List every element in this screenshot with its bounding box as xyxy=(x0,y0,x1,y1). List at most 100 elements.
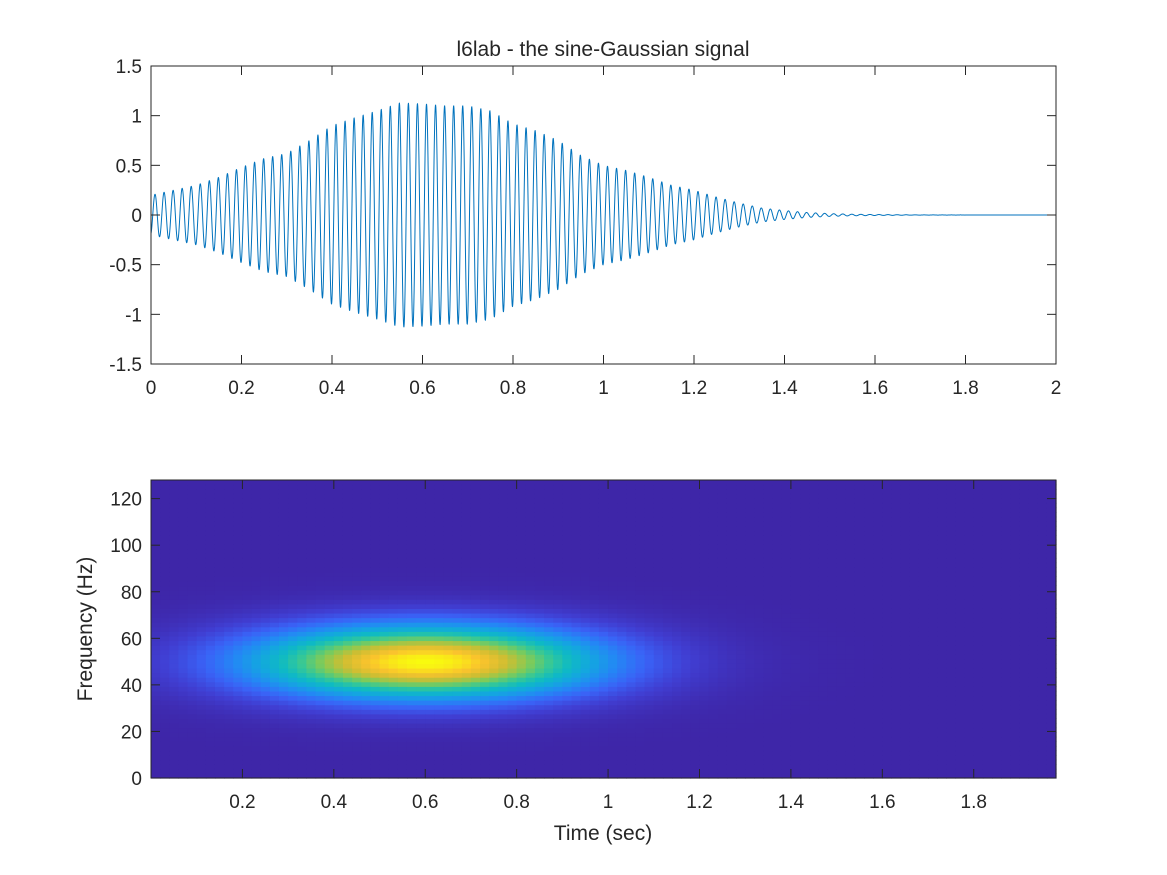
spectrogram-cell xyxy=(589,544,600,550)
spectrogram-cell xyxy=(662,557,673,564)
spectrogram-cell xyxy=(681,709,691,715)
spectrogram-cell xyxy=(498,539,509,545)
spectrogram-cell xyxy=(151,727,161,733)
spectrogram-cell xyxy=(736,562,746,568)
spectrogram-cell xyxy=(342,764,353,770)
spectrogram-cell xyxy=(809,507,819,513)
spectrogram-cell xyxy=(800,626,810,632)
spectrogram-cell xyxy=(352,686,362,692)
spectrogram-cell xyxy=(498,631,509,637)
spectrogram-cell xyxy=(754,690,765,697)
signal-x-tick-label: 1.8 xyxy=(952,378,978,399)
spectrogram-cell xyxy=(809,690,819,697)
spectrogram-cell xyxy=(598,599,609,605)
spectrogram-cell xyxy=(525,713,536,719)
spectrogram-cell xyxy=(443,640,454,646)
spectrogram-cell xyxy=(589,516,600,522)
spectrogram-cell xyxy=(233,759,244,765)
spectrogram-cell xyxy=(425,594,435,600)
spectrogram-cell xyxy=(754,695,765,701)
spectrogram-cell xyxy=(726,548,737,554)
spectrogram-cell xyxy=(434,567,445,573)
spectrogram-cell xyxy=(571,709,582,715)
spectrogram-cell xyxy=(534,722,545,729)
spectrogram-cell xyxy=(214,502,225,509)
spectrogram-cell xyxy=(516,700,527,706)
spectrogram-cell xyxy=(708,631,719,637)
spectrogram-cell xyxy=(827,686,838,692)
spectrogram-cell xyxy=(370,736,381,742)
spectrogram-cell xyxy=(461,640,472,646)
spectrogram-cell xyxy=(498,681,509,687)
spectrogram-cell xyxy=(626,709,637,715)
spectrogram-cell xyxy=(242,608,253,614)
spectrogram-cell xyxy=(151,535,161,541)
spectrogram-cell xyxy=(260,640,271,646)
spectrogram-cell xyxy=(726,755,737,761)
spectrogram-cell xyxy=(818,489,829,495)
spectrogram-cell xyxy=(562,539,573,545)
spectrogram-cell xyxy=(626,539,637,545)
spectrogram-cell xyxy=(434,553,445,559)
spectrogram-cell xyxy=(571,745,582,752)
spectrogram-cell xyxy=(553,704,563,710)
spectrogram-cell xyxy=(571,704,582,710)
spectrogram-cell xyxy=(589,768,600,775)
spectrogram-cell xyxy=(352,493,362,499)
spectrogram-cell xyxy=(233,640,244,646)
spectrogram-cell xyxy=(416,530,426,536)
spectrogram-cell xyxy=(352,521,362,527)
spectrogram-cell xyxy=(626,695,637,701)
spectrogram-cell xyxy=(361,553,371,559)
spectrogram-cell xyxy=(251,759,262,765)
spectrogram-cell xyxy=(754,480,765,486)
spectrogram-cell xyxy=(434,764,445,770)
spectrogram-cell xyxy=(214,654,225,660)
spectrogram-cell xyxy=(672,658,682,664)
spectrogram-cell xyxy=(507,603,518,609)
spectrogram-cell xyxy=(772,571,783,577)
spectrogram-cell xyxy=(416,571,426,577)
spectrogram-cell xyxy=(580,516,591,522)
spectrogram-cell xyxy=(269,709,280,715)
spectrogram-cell xyxy=(598,654,609,660)
spectrogram-cell xyxy=(169,622,180,628)
spectrogram-cell xyxy=(388,535,399,541)
spectrogram-cell xyxy=(763,498,774,504)
spectrogram-cell xyxy=(196,480,207,486)
spectrogram-cell xyxy=(809,608,819,614)
spectrogram-cell xyxy=(772,640,783,646)
spectrogram-cell xyxy=(260,741,271,747)
spectrogram-cell xyxy=(653,502,664,509)
spectrogram-cell xyxy=(580,567,591,573)
spectrogram-cell xyxy=(251,521,262,527)
spectrogram-cell xyxy=(461,525,472,532)
spectrogram-cell xyxy=(516,663,527,669)
spectrogram-cell xyxy=(745,732,755,738)
spectrogram-cell xyxy=(790,690,801,697)
spectrogram-cell xyxy=(534,580,545,587)
spectrogram-cell xyxy=(315,732,326,738)
spectrogram-cell xyxy=(297,525,307,532)
spectrogram-cell xyxy=(461,603,472,609)
spectrogram-cell xyxy=(662,654,673,660)
spectrogram-cell xyxy=(278,521,289,527)
spectrogram-cell xyxy=(580,480,591,486)
spectrogram-cell xyxy=(306,489,317,495)
spectrogram-cell xyxy=(726,745,737,752)
spectrogram-cell xyxy=(278,512,289,518)
spectrogram-cell xyxy=(324,690,335,697)
spectrogram-cell xyxy=(772,484,783,490)
spectrogram-cell xyxy=(598,622,609,628)
spectrogram-cell xyxy=(589,645,600,651)
spectrogram-cell xyxy=(434,544,445,550)
spectrogram-cell xyxy=(461,649,472,655)
spectrogram-cell xyxy=(434,484,445,490)
spectrogram-cell xyxy=(754,713,765,719)
spectrogram-cell xyxy=(809,502,819,509)
spectrogram-cell xyxy=(745,539,755,545)
spectrogram-cell xyxy=(470,672,481,678)
spectrogram-cell xyxy=(672,695,682,701)
spectrogram-cell xyxy=(708,686,719,692)
spectrogram-cell xyxy=(288,539,298,545)
